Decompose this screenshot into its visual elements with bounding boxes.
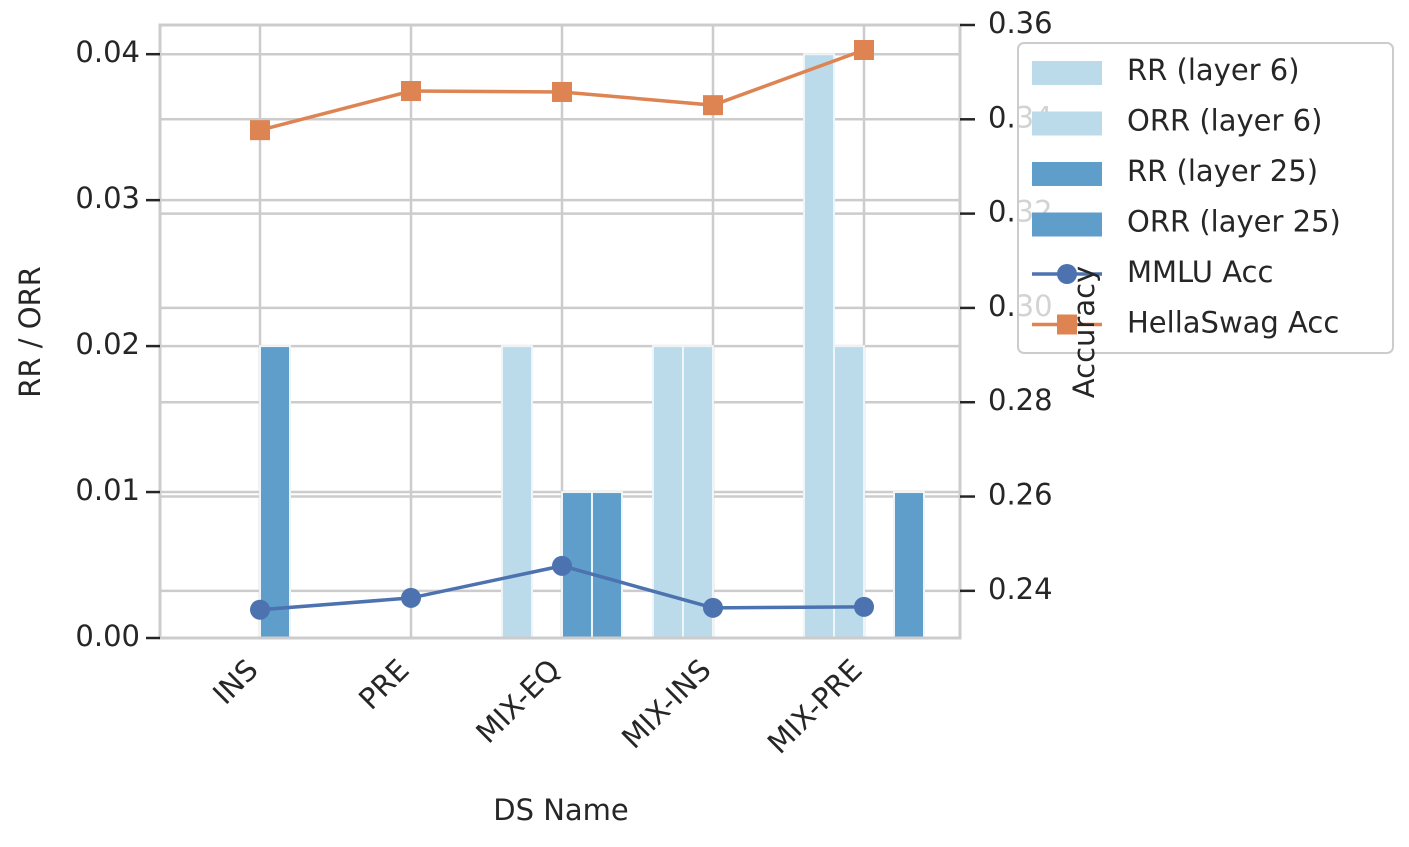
x-tick-label: INS xyxy=(206,653,264,711)
legend: RR (layer 6) ORR (layer 6) RR (layer 25) OR… xyxy=(1017,42,1394,354)
axes-frame xyxy=(158,23,962,640)
line-marker xyxy=(401,587,421,608)
y2-tick-label: 0.26 xyxy=(988,478,1053,512)
bar xyxy=(501,345,533,639)
y2-axis-label: Accuracy xyxy=(1067,266,1101,398)
line-marker xyxy=(1057,264,1077,284)
x-tick-label: MIX-EQ xyxy=(469,653,566,750)
bar xyxy=(893,491,925,639)
legend-label: RR (layer 6) xyxy=(1127,53,1300,87)
bar xyxy=(833,345,865,639)
y-tick-label: 0.01 xyxy=(75,473,140,507)
y-tick-label: 0.02 xyxy=(75,327,140,361)
legend-swatch xyxy=(1032,61,1102,85)
line-marker xyxy=(703,95,723,116)
bar xyxy=(682,345,714,639)
line-marker xyxy=(703,597,723,618)
y-tick-label: 0.00 xyxy=(75,619,140,653)
line-marker xyxy=(854,596,874,617)
x-tick-label: MIX-INS xyxy=(615,653,718,756)
x-tick-label: PRE xyxy=(352,653,416,717)
line-marker xyxy=(854,39,874,60)
y-tick-label: 0.03 xyxy=(75,181,140,215)
legend-label: RR (layer 25) xyxy=(1127,154,1318,188)
legend-label: MMLU Acc xyxy=(1127,255,1273,289)
line-marker xyxy=(250,120,270,141)
y-axis-label: RR / ORR xyxy=(13,266,47,398)
legend-label: ORR (layer 6) xyxy=(1127,104,1322,138)
y2-tick-label: 0.24 xyxy=(988,572,1053,606)
y-tick-label: 0.04 xyxy=(75,35,140,69)
legend-swatch xyxy=(1032,162,1102,186)
line-marker xyxy=(1057,314,1077,335)
legend-swatch xyxy=(1032,212,1102,237)
line-marker xyxy=(552,555,572,576)
bar xyxy=(259,345,291,639)
x-axis-label: DS Name xyxy=(493,793,629,827)
line-marker xyxy=(250,599,270,620)
legend-swatch xyxy=(1032,111,1102,136)
x-tick-label: MIX-PRE xyxy=(761,653,869,761)
bar xyxy=(803,53,835,639)
y2-tick-label: 0.28 xyxy=(988,383,1053,417)
line-marker xyxy=(552,81,572,102)
line-marker xyxy=(401,81,421,102)
bar xyxy=(591,491,623,639)
y2-tick-label: 0.36 xyxy=(988,6,1053,40)
legend-label: ORR (layer 25) xyxy=(1127,205,1341,239)
legend-label: HellaSwag Acc xyxy=(1127,306,1339,340)
legend-frame xyxy=(1017,42,1394,354)
